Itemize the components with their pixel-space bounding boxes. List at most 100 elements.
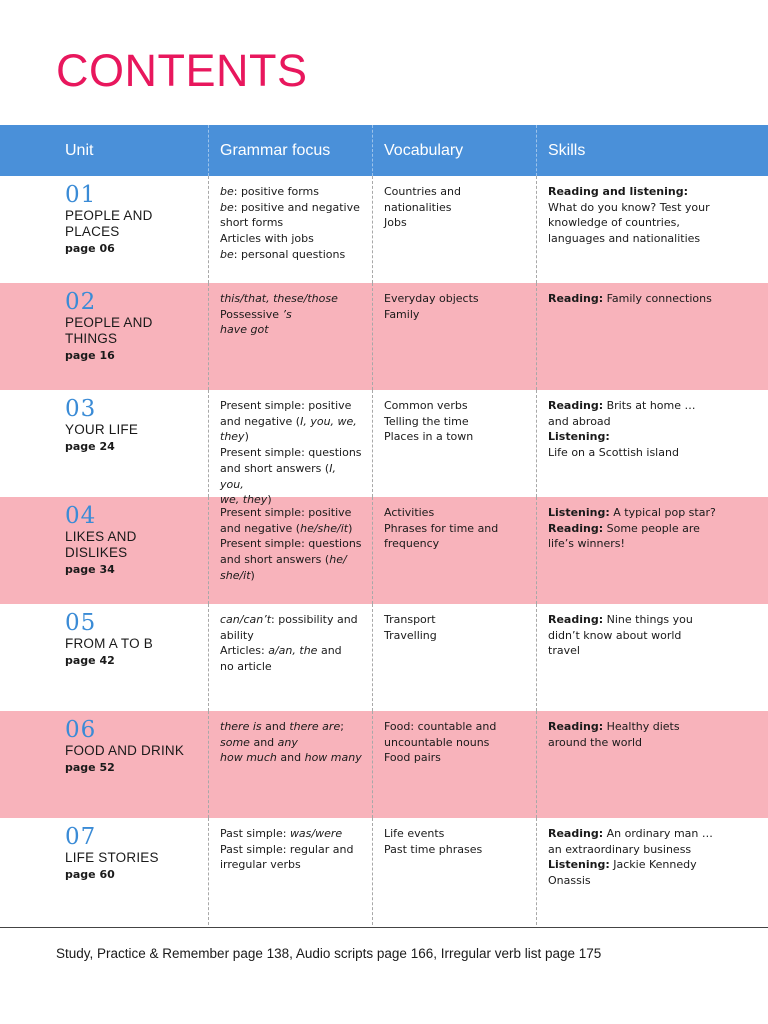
text-segment: Present simple: positive: [220, 506, 352, 519]
text-line: and short answers (I, you,: [220, 461, 362, 492]
text-segment: Listening:: [548, 430, 610, 444]
text-segment: uncountable nouns: [384, 735, 490, 749]
text-segment: Listening:: [548, 506, 610, 519]
page-title: CONTENTS: [56, 45, 308, 96]
vocabulary-cell: Life events Past time phrases: [372, 818, 536, 925]
text-segment: there is: [220, 720, 262, 733]
text-line: Reading and listening:: [548, 184, 758, 200]
text-segment: ): [244, 430, 249, 444]
text-line: Telling the time: [384, 414, 526, 430]
grammar-cell: this/that, these/those Possessive ’s have …: [208, 283, 372, 390]
text-segment: they: [220, 430, 245, 444]
unit-number: 01: [65, 182, 97, 208]
footer-references: Study, Practice & Remember page 138, Aud…: [56, 946, 602, 961]
unit-name: FOOD AND DRINK: [65, 743, 185, 758]
unit-number: 06: [65, 717, 97, 743]
text-segment: Jobs: [384, 216, 407, 230]
contents-table: Unit Grammar focus Vocabulary Skills 01 P…: [0, 125, 768, 925]
text-segment: be: [220, 200, 234, 214]
grammar-cell: Past simple: was/were Past simple: regula…: [208, 818, 372, 925]
text-segment: and: [317, 644, 342, 658]
text-line: Past simple: regular and: [220, 842, 362, 858]
unit-number: 04: [65, 503, 97, 529]
vocabulary-cell: Everyday objects Family: [372, 283, 536, 390]
unit-page: page 60: [65, 868, 115, 881]
text-line: Reading: Some people are: [548, 521, 758, 537]
text-line: and short answers (he/: [220, 552, 362, 568]
unit-row-06: 06 FOOD AND DRINK page 52 there is and ther…: [0, 711, 768, 818]
unit-row-01: 01 PEOPLE AND PLACES page 06 be: positive f…: [0, 176, 768, 283]
unit-cell: 03 YOUR LIFE page 24: [0, 390, 208, 497]
text-segment: Reading:: [548, 613, 604, 626]
text-segment: and short answers (: [220, 461, 330, 475]
text-line: Life events: [384, 826, 526, 842]
unit-page: page 34: [65, 563, 115, 576]
text-segment: ’s: [282, 307, 292, 321]
text-line: Reading: Brits at home …: [548, 398, 758, 414]
text-segment: Countries and nationalities: [384, 185, 461, 214]
text-line: Present simple: positive: [220, 505, 362, 521]
text-line: Family: [384, 307, 526, 323]
text-segment: was/were: [289, 827, 343, 840]
text-segment: frequency: [384, 537, 440, 551]
text-segment: Reading:: [548, 292, 604, 305]
unit-cell: 06 FOOD AND DRINK page 52: [0, 711, 208, 818]
text-line: Articles: a/an, the and: [220, 643, 362, 659]
text-segment: have got: [220, 323, 269, 337]
skills-cell: Listening: A typical pop star? Reading: S…: [536, 497, 768, 604]
unit-cell: 07 LIFE STORIES page 60: [0, 818, 208, 925]
text-segment: Past time phrases: [384, 842, 483, 856]
text-line: Reading: Healthy diets: [548, 719, 758, 735]
text-segment: be: [220, 185, 234, 198]
text-segment: Present simple: questions: [220, 537, 362, 551]
text-segment: and negative (: [220, 414, 301, 428]
text-segment: an extraordinary business: [548, 842, 692, 856]
unit-name: LIFE STORIES: [65, 850, 159, 865]
text-line: Food pairs: [384, 750, 526, 766]
vocabulary-cell: Food: countable and uncountable nouns Food…: [372, 711, 536, 818]
text-segment: Jackie Kennedy: [609, 858, 697, 872]
skills-cell: Reading: Brits at home … and abroad Listen…: [536, 390, 768, 497]
text-segment: Family: [384, 307, 420, 321]
text-segment: Everyday objects: [384, 292, 479, 305]
text-line: be: personal questions: [220, 247, 362, 263]
text-line: knowledge of countries,: [548, 215, 758, 231]
vocabulary-cell: Common verbs Telling the time Places in a …: [372, 390, 536, 497]
text-segment: some: [220, 735, 250, 749]
text-segment: ;: [340, 720, 344, 733]
text-segment: travel: [548, 644, 580, 658]
text-segment: Reading:: [548, 827, 604, 840]
text-segment: Life events: [384, 827, 445, 840]
text-segment: Reading:: [548, 399, 604, 412]
text-line: Reading: An ordinary man …: [548, 826, 758, 842]
text-line: Past simple: was/were: [220, 826, 362, 842]
unit-row-03: 03 YOUR LIFE page 24 Present simple: positi…: [0, 390, 768, 506]
text-line: Jobs: [384, 215, 526, 231]
text-line: Food: countable and: [384, 719, 526, 735]
text-segment: Past simple:: [220, 827, 290, 840]
text-segment: Onassis: [548, 874, 591, 888]
text-segment: I, you, we,: [300, 414, 357, 428]
text-line: how much and how many: [220, 750, 362, 766]
text-segment: Brits at home …: [603, 399, 696, 412]
unit-page: page 06: [65, 242, 115, 255]
text-segment: Possessive: [220, 307, 283, 321]
grammar-cell: be: positive forms be: positive and negat…: [208, 176, 372, 283]
unit-page: page 42: [65, 654, 115, 667]
unit-name: LIKES AND DISLIKES: [65, 529, 137, 560]
text-segment: Family connections: [603, 292, 712, 305]
unit-number: 02: [65, 289, 97, 315]
unit-row-07: 07 LIFE STORIES page 60 Past simple: was/we…: [0, 818, 768, 925]
text-line: Activities: [384, 505, 526, 521]
table-header: Unit Grammar focus Vocabulary Skills: [0, 125, 768, 176]
text-segment: Telling the time: [384, 414, 469, 428]
text-segment: she/it: [220, 568, 251, 582]
text-line: she/it): [220, 568, 362, 584]
text-line: Common verbs: [384, 398, 526, 414]
text-line: Phrases for time and: [384, 521, 526, 537]
text-line: irregular verbs: [220, 857, 362, 873]
text-segment: Present simple: questions: [220, 446, 362, 460]
text-segment: any: [277, 735, 298, 749]
text-segment: Food pairs: [384, 751, 441, 765]
text-segment: and: [261, 720, 290, 733]
